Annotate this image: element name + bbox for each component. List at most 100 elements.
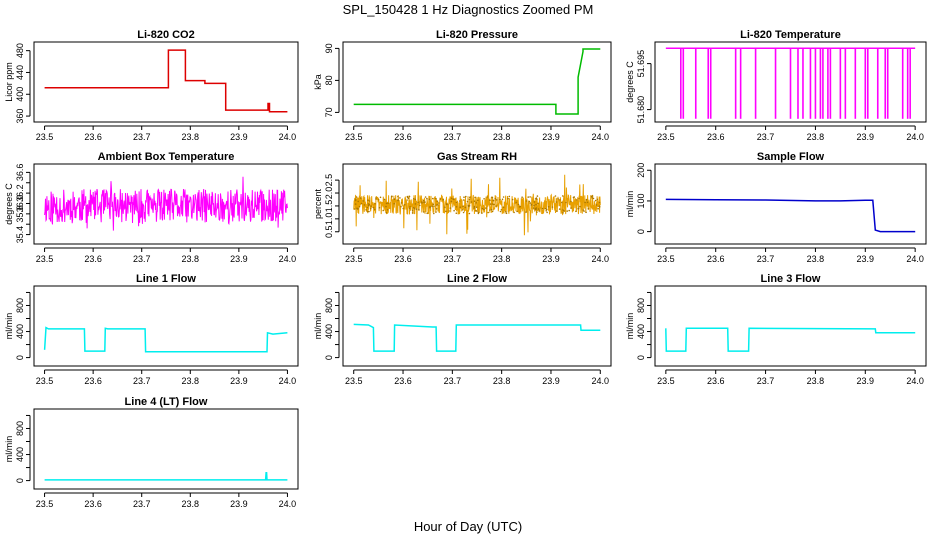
x-tick-label: 24.0 [279,254,297,264]
series-point [354,203,357,205]
series-point [554,195,557,197]
series-point [449,207,452,209]
y-axis-label: kPa [313,74,323,90]
series-point [366,206,369,209]
series-point [368,200,371,202]
series-point [355,196,358,198]
plot-frame [342,163,612,245]
series-point [358,205,361,208]
series-point [500,209,503,211]
y-tick-label: 1.5 [324,200,334,213]
series-point [501,198,504,201]
series-point [596,198,599,201]
series-point [494,197,497,200]
y-tick-label: 400 [636,324,646,339]
x-tick-label: 23.9 [542,254,560,264]
series-point [481,212,483,214]
x-tick-label: 24.0 [592,254,610,264]
series-point [422,211,425,213]
y-tick-label: 35.4 [15,226,25,244]
series-point [356,208,359,210]
series-point [418,208,420,211]
panel-line-4-lt-flow: Line 4 (LT) Flow 23.5 23.6 23.7 23.8 23.9 24.0… [4,396,299,509]
series-point [366,210,369,213]
series-point [378,206,381,209]
series-point [363,204,366,206]
panel-ambient-box-temperature: Ambient Box Temperature 23.5 23.6 23.7 23.8 2… [4,151,299,264]
series-point [476,210,478,212]
series-point [414,198,417,201]
series-point [473,205,476,208]
y-tick-label: 0 [636,229,646,234]
plot-frame [342,41,612,123]
series-point [387,202,389,205]
series-point [414,203,417,205]
x-tick-label: 23.8 [182,376,200,386]
series-point [455,206,458,208]
panel-sample-flow: Sample Flow 23.5 23.6 23.7 23.8 23.9 24.0 0 100 2… [625,151,927,264]
plot-frame [33,41,299,123]
series-point [487,211,490,214]
series-point [555,201,558,203]
y-tick-label: 2.0 [324,187,334,200]
y-axis-label: ml/min [625,313,635,340]
series-line [44,49,288,113]
series-point [568,209,570,212]
series-point [420,201,423,203]
series-point [544,207,547,210]
series-point [517,203,520,206]
x-tick-label: 23.7 [757,376,775,386]
series-point [561,201,563,204]
series-point [432,197,434,200]
series-point [459,206,462,208]
x-tick-label: 23.9 [857,132,875,142]
y-tick-label: 51.695 [636,50,646,78]
series-point [521,196,523,198]
x-tick-label: 23.9 [857,376,875,386]
y-axis-label: degrees C [625,61,635,103]
series-point [597,207,599,210]
series-point [565,201,567,204]
series-point [353,208,356,210]
series-point [393,202,396,205]
series-point [468,212,471,215]
x-tick-label: 23.7 [133,132,151,142]
series-point [529,202,532,204]
series-point [513,211,515,214]
series-point [385,205,387,208]
x-tick-label: 24.0 [592,376,610,386]
series-point [375,197,377,199]
y-tick-label: 400 [15,324,25,339]
series-point [536,211,538,213]
y-tick-label: 440 [15,65,25,80]
panel-gas-stream-rh: Gas Stream RH 23.5 23.6 23.7 23.8 23.9 24.0 0.5… [313,151,612,264]
x-tick-label: 23.9 [230,132,248,142]
series-point [505,212,508,215]
series-point [536,195,539,197]
x-tick-label: 24.0 [906,254,924,264]
panel-title: Li-820 Pressure [436,29,518,41]
series-point [492,199,495,202]
series-point [368,204,370,207]
series-point [374,203,376,205]
series-point [470,201,473,203]
y-tick-label: 100 [636,193,646,208]
series-point [438,202,440,204]
series-point [397,195,399,198]
series-point [431,205,433,208]
x-tick-label: 23.9 [542,132,560,142]
series-point [462,211,465,214]
series-point [546,211,548,214]
series-point [491,203,494,205]
x-tick-label: 23.5 [36,499,54,509]
plot-frame [654,163,927,245]
series-point [533,201,536,203]
x-tick-label: 23.5 [36,132,54,142]
series-point [483,208,485,211]
x-tick-label: 23.8 [493,254,511,264]
x-tick-label: 23.7 [444,254,462,264]
series-point [481,207,484,210]
series-point [475,202,478,204]
series-point [402,207,405,210]
series-point [527,196,529,198]
